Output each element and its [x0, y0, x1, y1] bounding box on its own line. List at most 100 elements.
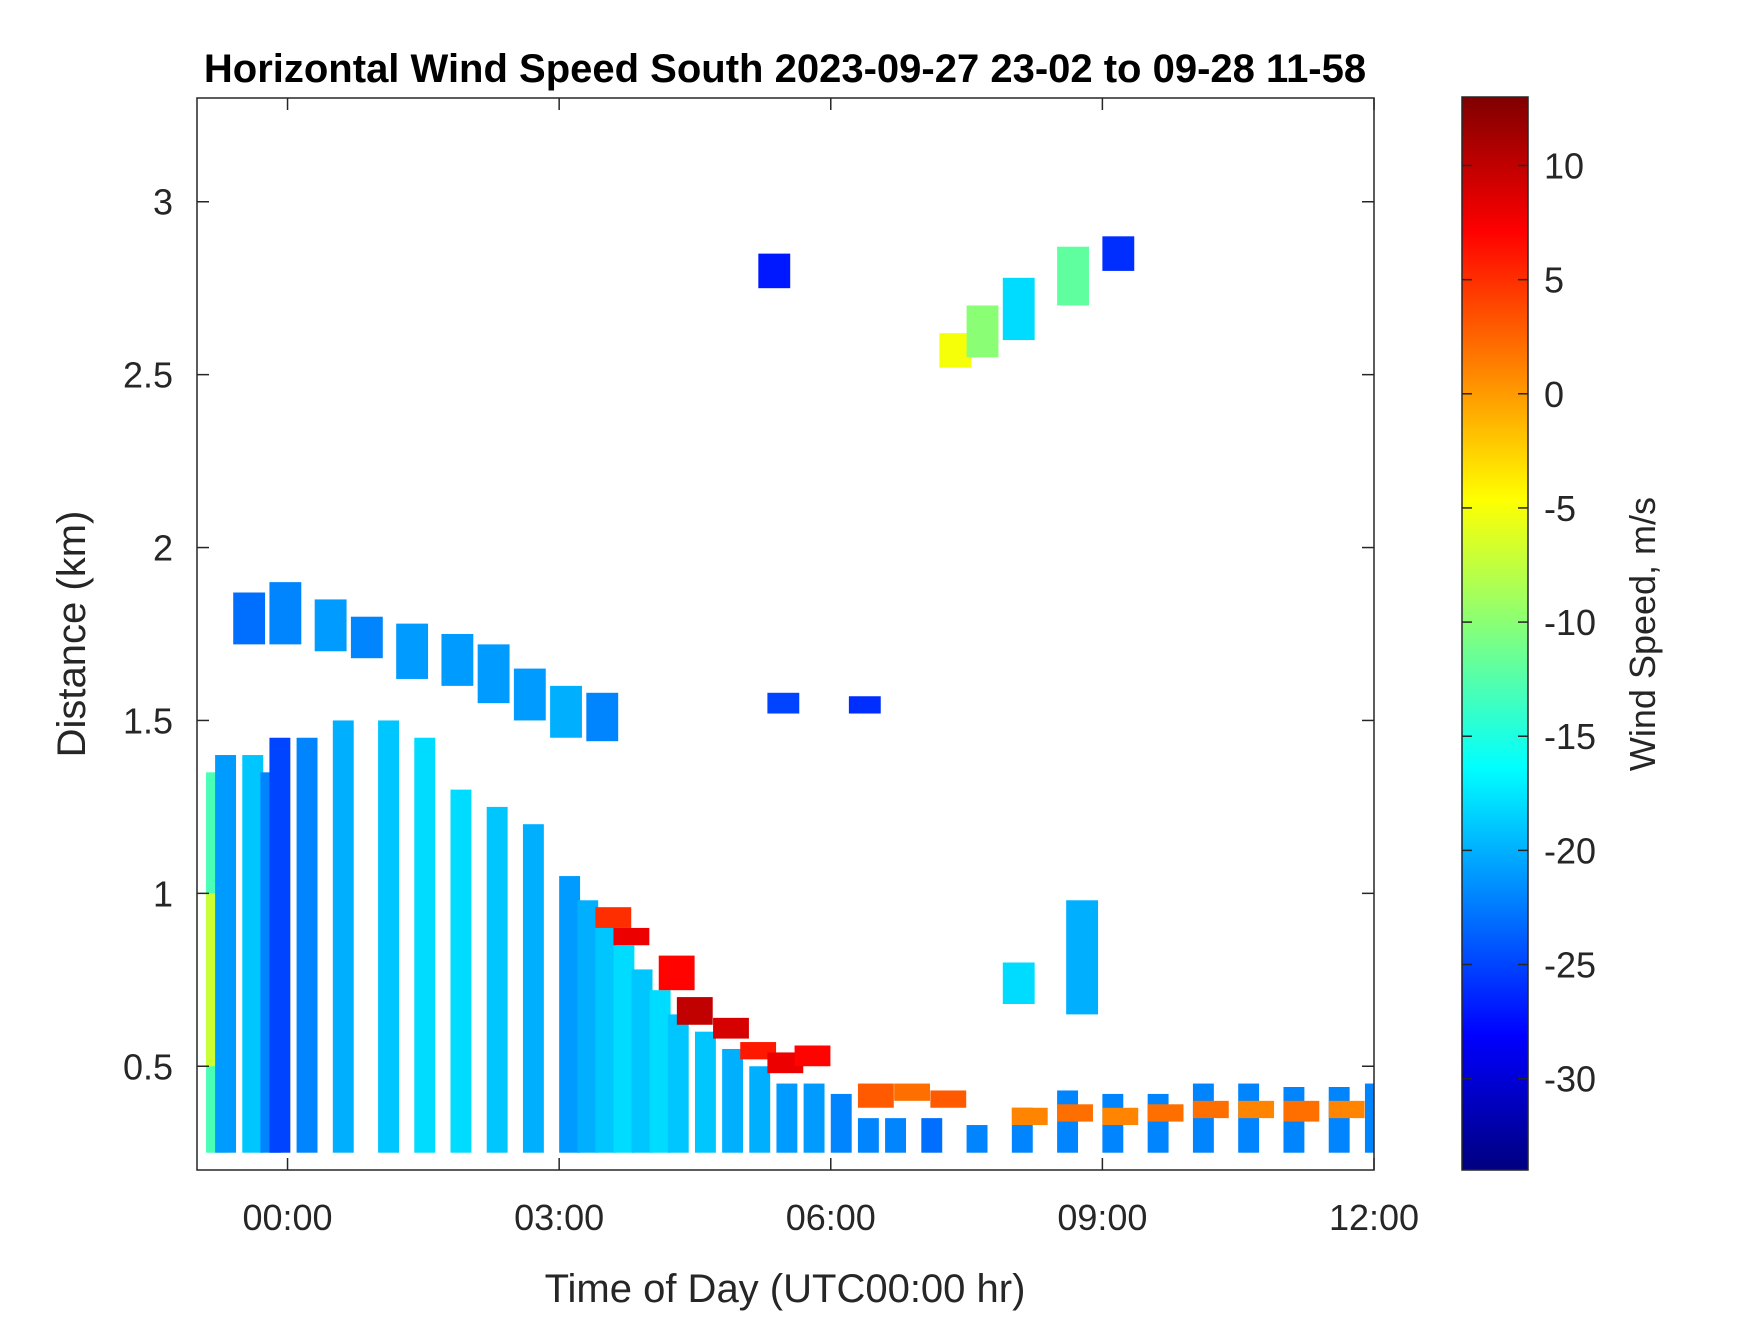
heatmap-cell [1328, 1087, 1350, 1153]
x-tick-label: 06:00 [786, 1197, 876, 1238]
heatmap-band [676, 997, 713, 1025]
heatmap-patch [1102, 236, 1135, 271]
heatmap-patch [233, 592, 266, 645]
heatmap-cell [242, 755, 264, 1153]
heatmap-cell [857, 1118, 879, 1153]
heatmap-cell [649, 990, 671, 1153]
heatmap-band [1102, 1107, 1139, 1126]
heatmap-patch [477, 644, 510, 704]
heatmap-band [930, 1090, 967, 1108]
y-tick-label: 0.5 [123, 1046, 173, 1087]
heatmap-band [1238, 1100, 1275, 1119]
y-tick-label: 1.5 [123, 700, 173, 741]
heatmap-patch [848, 696, 881, 714]
heatmap-band [794, 1045, 831, 1067]
x-tick-label: 12:00 [1329, 1197, 1419, 1238]
heatmap-band [595, 907, 632, 928]
y-tick-label: 1 [153, 873, 173, 914]
heatmap-patch [350, 616, 383, 659]
heatmap-band [713, 1017, 749, 1039]
y-axis-label: Distance (km) [50, 511, 94, 758]
heatmap-cell [522, 824, 544, 1153]
heatmap-band [740, 1042, 777, 1060]
heatmap-cell [631, 969, 653, 1153]
colorbar-tick-label: -5 [1544, 488, 1576, 529]
heatmap-plot-area [206, 236, 1374, 1153]
colorbar-axis: 10 5 0 -5 -10 -15 -20 -25 -30 [1462, 145, 1596, 1100]
heatmap-cell [414, 737, 436, 1153]
heatmap-cell [577, 900, 599, 1153]
heatmap-band [1328, 1100, 1365, 1119]
heatmap-band [1147, 1104, 1184, 1122]
heatmap-patch [939, 333, 972, 368]
heatmap-cell [486, 806, 508, 1153]
heatmap-patch [1057, 246, 1089, 306]
heatmap-cell [595, 921, 617, 1153]
colorbar-label: Wind Speed, m/s [1622, 497, 1663, 771]
heatmap-cell [559, 876, 581, 1153]
heatmap-patch [586, 692, 619, 742]
colorbar-tick-label: -30 [1544, 1059, 1596, 1100]
x-axis: 00:00 03:00 06:00 09:00 12:00 [242, 98, 1419, 1238]
heatmap-cell [450, 789, 472, 1153]
chart-title: Horizontal Wind Speed South 2023-09-27 2… [204, 47, 1366, 91]
heatmap-patch [758, 253, 791, 289]
heatmap-band [1283, 1100, 1320, 1122]
y-tick-label: 3 [153, 182, 173, 223]
heatmap-band [613, 927, 650, 946]
heatmap-cell [269, 737, 291, 1153]
heatmap-cell [215, 755, 237, 1153]
heatmap-patch [314, 599, 347, 652]
heatmap-cell [1364, 1083, 1374, 1153]
heatmap-patch [513, 668, 546, 721]
heatmap-band [1192, 1100, 1229, 1119]
heatmap-patch [767, 692, 800, 714]
colorbar-tick-label: -15 [1544, 716, 1596, 757]
heatmap-band [894, 1083, 930, 1101]
heatmap-cell [921, 1118, 943, 1153]
heatmap-band [767, 1052, 804, 1074]
heatmap-patch [396, 623, 429, 679]
heatmap-cell [332, 720, 354, 1153]
heatmap-band [857, 1083, 894, 1108]
heatmap-band [1011, 1107, 1048, 1126]
colorbar-tick-label: 0 [1544, 374, 1564, 415]
heatmap-patch [1002, 962, 1035, 1005]
colorbar-tick-label: -25 [1544, 945, 1596, 986]
heatmap-patch [966, 305, 999, 358]
heatmap-cell [966, 1125, 988, 1153]
heatmap-cell [776, 1083, 798, 1153]
y-tick-label: 2.5 [123, 355, 173, 396]
heatmap-patch [441, 634, 474, 686]
heatmap-cell [885, 1118, 907, 1153]
y-tick-label: 2 [153, 528, 173, 569]
x-axis-label: Time of Day (UTC00:00 hr) [545, 1267, 1026, 1311]
colorbar-tick-label: 5 [1544, 260, 1564, 301]
heatmap-cell [378, 720, 399, 1153]
heatmap-band [658, 955, 695, 991]
heatmap-patch [1066, 900, 1099, 1015]
heatmap-patch [550, 685, 582, 738]
heatmap-patch [269, 582, 302, 645]
x-tick-label: 03:00 [514, 1197, 604, 1238]
x-tick-label: 00:00 [242, 1197, 332, 1238]
colorbar-tick-label: -10 [1544, 602, 1596, 643]
colorbar-tick-label: 10 [1544, 145, 1584, 186]
heatmap-cell [613, 945, 635, 1153]
heatmap-cell [803, 1083, 825, 1153]
heatmap-cell [749, 1066, 771, 1153]
heatmap-cell [1147, 1093, 1169, 1153]
heatmap-cell [296, 737, 318, 1153]
heatmap-cell [830, 1093, 852, 1153]
heatmap-patch [1002, 277, 1035, 341]
plot-frame [196, 97, 1375, 1171]
x-tick-label: 09:00 [1057, 1197, 1147, 1238]
colorbar [1461, 96, 1529, 1171]
y-axis: 0.5 1 1.5 2 2.5 3 [123, 182, 1374, 1087]
heatmap-cell [667, 1014, 689, 1153]
colorbar-tick-label: -20 [1544, 830, 1596, 871]
heatmap-band [1057, 1104, 1093, 1122]
heatmap-cell [722, 1048, 744, 1153]
